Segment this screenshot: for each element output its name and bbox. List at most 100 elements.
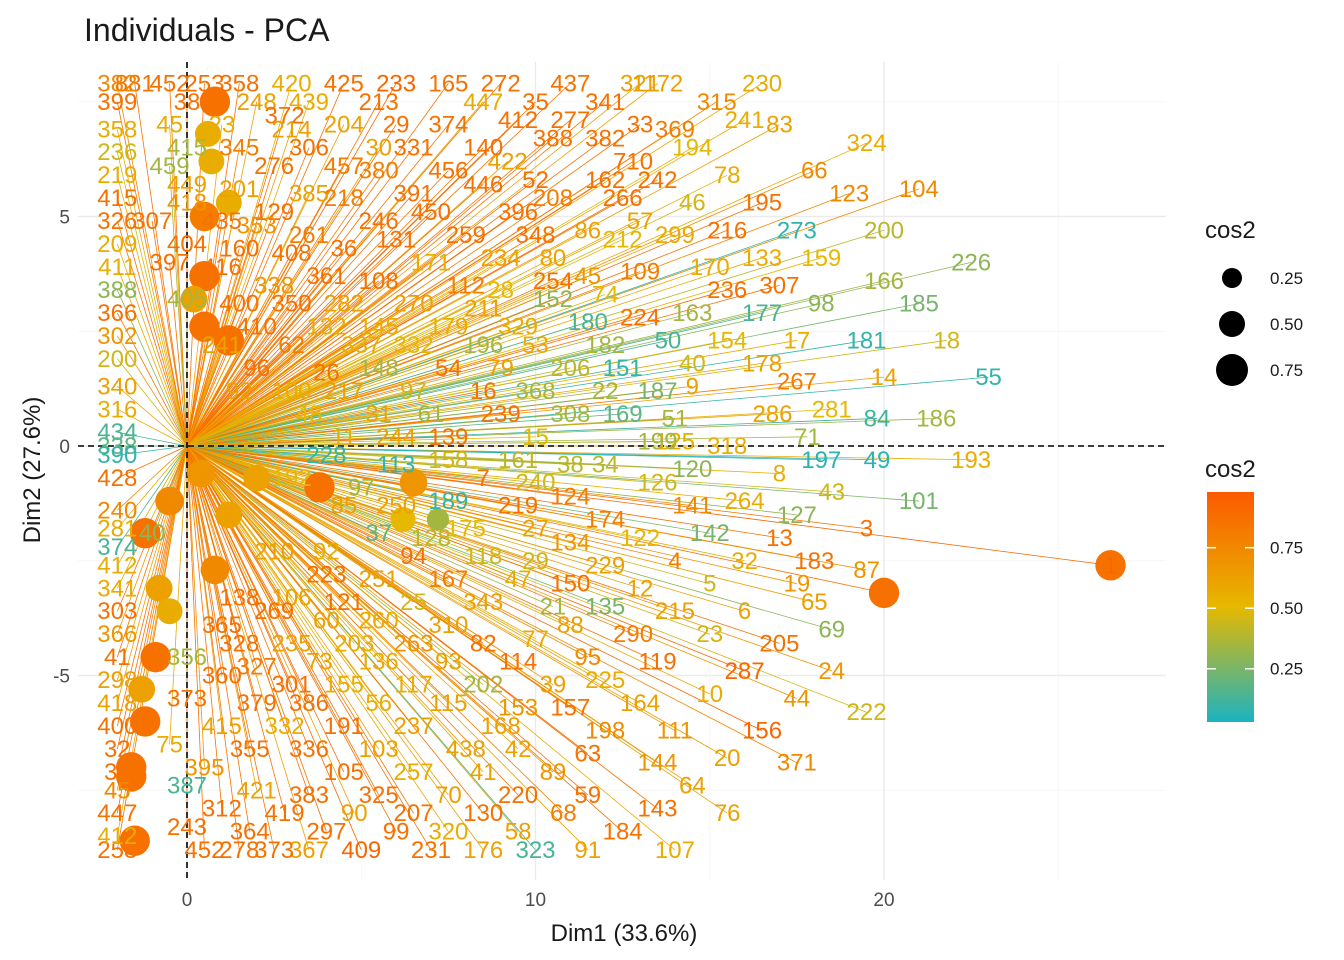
point-label: 155 [324, 672, 364, 699]
point-label: 308 [550, 401, 590, 428]
point-label: 416 [202, 254, 242, 281]
point-label: 101 [899, 488, 939, 515]
segment [186, 390, 344, 447]
point-label: 415 [202, 713, 242, 740]
legend-size-label: 0.50 [1270, 315, 1303, 334]
point-label: 341 [97, 575, 137, 602]
point-label: 316 [97, 396, 137, 423]
point-label: 97 [348, 474, 375, 501]
point-label: 25 [400, 589, 427, 616]
point-label: 189 [428, 488, 468, 515]
segment [186, 445, 519, 708]
point-label: 358 [97, 116, 137, 143]
segment [186, 445, 571, 543]
point-label: 216 [707, 217, 747, 244]
segment [186, 413, 571, 447]
segment [186, 445, 832, 493]
point-label: 194 [672, 135, 712, 162]
point-label: 396 [498, 199, 538, 226]
point-label: 425 [324, 70, 364, 97]
point-label: 303 [97, 598, 137, 625]
segment [186, 211, 519, 447]
point-label: 382 [585, 125, 625, 152]
segment [186, 326, 519, 447]
segment [169, 262, 188, 447]
point-label: 78 [714, 162, 741, 189]
point-label: 7 [477, 465, 490, 492]
point-label: 56 [365, 690, 392, 717]
bubble [145, 574, 173, 602]
point-label: 408 [272, 240, 312, 267]
point-label: 200 [97, 346, 137, 373]
point-label: 340 [97, 373, 137, 400]
bubble [213, 325, 245, 356]
point-label: 267 [777, 369, 817, 396]
point-label: 105 [324, 759, 364, 786]
point-label: 208 [533, 185, 573, 212]
point-label: 369 [655, 116, 695, 143]
point-label: 418 [167, 190, 207, 217]
bubble [189, 311, 220, 342]
segment [186, 445, 589, 851]
segment [186, 390, 658, 447]
point-label: 343 [463, 589, 503, 616]
segment [186, 303, 822, 447]
point-label: 251 [359, 566, 399, 593]
segment [186, 193, 310, 447]
point-label: 94 [400, 543, 427, 570]
point-label: 278 [219, 837, 259, 864]
segment [186, 83, 571, 447]
point-label: 29 [383, 112, 410, 139]
point-label: 312 [202, 796, 242, 823]
segment [186, 445, 554, 773]
segment [169, 165, 188, 447]
segment [186, 445, 380, 750]
segment [186, 326, 258, 447]
point-label: 122 [620, 525, 660, 552]
point-label: 58 [505, 819, 532, 846]
segment [169, 124, 188, 447]
segment [186, 275, 327, 447]
point-label: 150 [550, 571, 590, 598]
segment [186, 445, 710, 695]
segment [186, 445, 310, 795]
point-label: 16 [470, 378, 497, 405]
point-label: 336 [289, 736, 329, 763]
segment [186, 179, 658, 447]
point-label: 163 [672, 300, 712, 327]
bubbles [116, 86, 1126, 856]
segment [186, 326, 379, 447]
point-label: 222 [847, 699, 887, 726]
point-label: 225 [585, 667, 625, 694]
point-label: 48 [296, 401, 323, 428]
point-label: 373 [167, 685, 207, 712]
segment [186, 367, 571, 447]
point-label: 69 [818, 617, 845, 644]
segment [186, 436, 536, 447]
point-label: 112 [447, 272, 485, 299]
point-label: 143 [637, 796, 677, 823]
point-label: 710 [613, 148, 653, 175]
segment [186, 344, 414, 447]
segment [186, 239, 623, 447]
point-label: 364 [230, 819, 270, 846]
point-label: 276 [254, 153, 294, 180]
point-label: 196 [463, 332, 503, 359]
point-label: 260 [359, 607, 399, 634]
point-label: 87 [853, 557, 880, 584]
segment [186, 340, 797, 447]
point-label: 43 [818, 479, 845, 506]
point-label: 79 [487, 355, 514, 382]
segment [186, 445, 379, 662]
point-label: 323 [515, 837, 555, 864]
segment [186, 147, 414, 447]
point-label: 38 [174, 89, 201, 116]
bubble [180, 285, 208, 313]
segment [186, 445, 519, 507]
segment [116, 445, 188, 658]
segment [186, 138, 554, 447]
point-label: 356 [167, 644, 207, 671]
point-label: 13 [766, 525, 793, 552]
point-label: 114 [499, 649, 537, 676]
point-label: 22 [592, 378, 619, 405]
